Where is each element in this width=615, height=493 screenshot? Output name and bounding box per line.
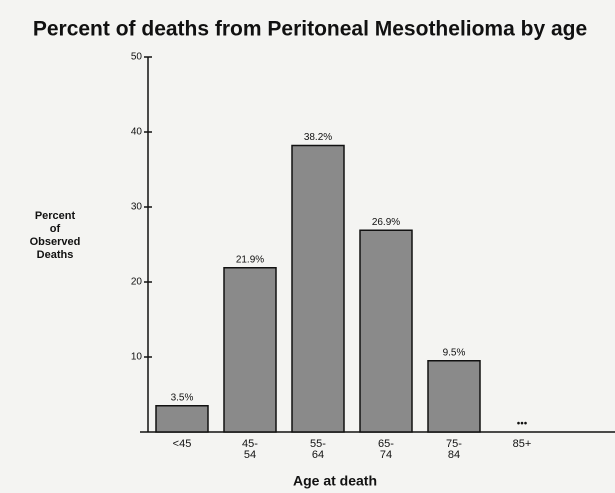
bar bbox=[223, 267, 277, 433]
x-tick-label: 84 bbox=[448, 449, 460, 461]
x-tick-label: 64 bbox=[312, 449, 324, 461]
y-tick-label: 30 bbox=[131, 202, 143, 213]
y-axis-label: Deaths bbox=[37, 249, 74, 261]
y-axis-label: Percent bbox=[35, 210, 76, 222]
bar bbox=[359, 229, 413, 433]
chart-title: Percent of deaths from Peritoneal Mesoth… bbox=[33, 18, 587, 41]
value-label: 26.9% bbox=[372, 217, 400, 228]
y-tick-label: 20 bbox=[131, 277, 143, 288]
x-tick-label: 54 bbox=[244, 449, 256, 461]
x-tick-label: 45- bbox=[242, 438, 258, 450]
x-axis-label: Age at death bbox=[293, 473, 377, 489]
bar bbox=[155, 405, 209, 433]
y-tick-label: 50 bbox=[131, 52, 143, 63]
value-label: 3.5% bbox=[171, 392, 194, 403]
bar bbox=[291, 144, 345, 433]
x-tick-label: 65- bbox=[378, 438, 394, 450]
value-label: 9.5% bbox=[443, 347, 466, 358]
y-tick-label: 10 bbox=[131, 352, 143, 363]
x-tick-label: 85+ bbox=[513, 438, 532, 450]
y-axis-label: Observed bbox=[30, 236, 81, 248]
bar bbox=[427, 360, 481, 433]
value-label: 38.2% bbox=[304, 132, 332, 143]
y-axis-label: of bbox=[50, 223, 61, 235]
value-label: ••• bbox=[517, 419, 528, 430]
x-tick-label: 75- bbox=[446, 438, 462, 450]
value-label: 21.9% bbox=[236, 254, 264, 265]
x-tick-label: 74 bbox=[380, 449, 392, 461]
y-tick-label: 40 bbox=[131, 127, 143, 138]
x-tick-label: 55- bbox=[310, 438, 326, 450]
x-tick-label: <45 bbox=[173, 438, 192, 450]
